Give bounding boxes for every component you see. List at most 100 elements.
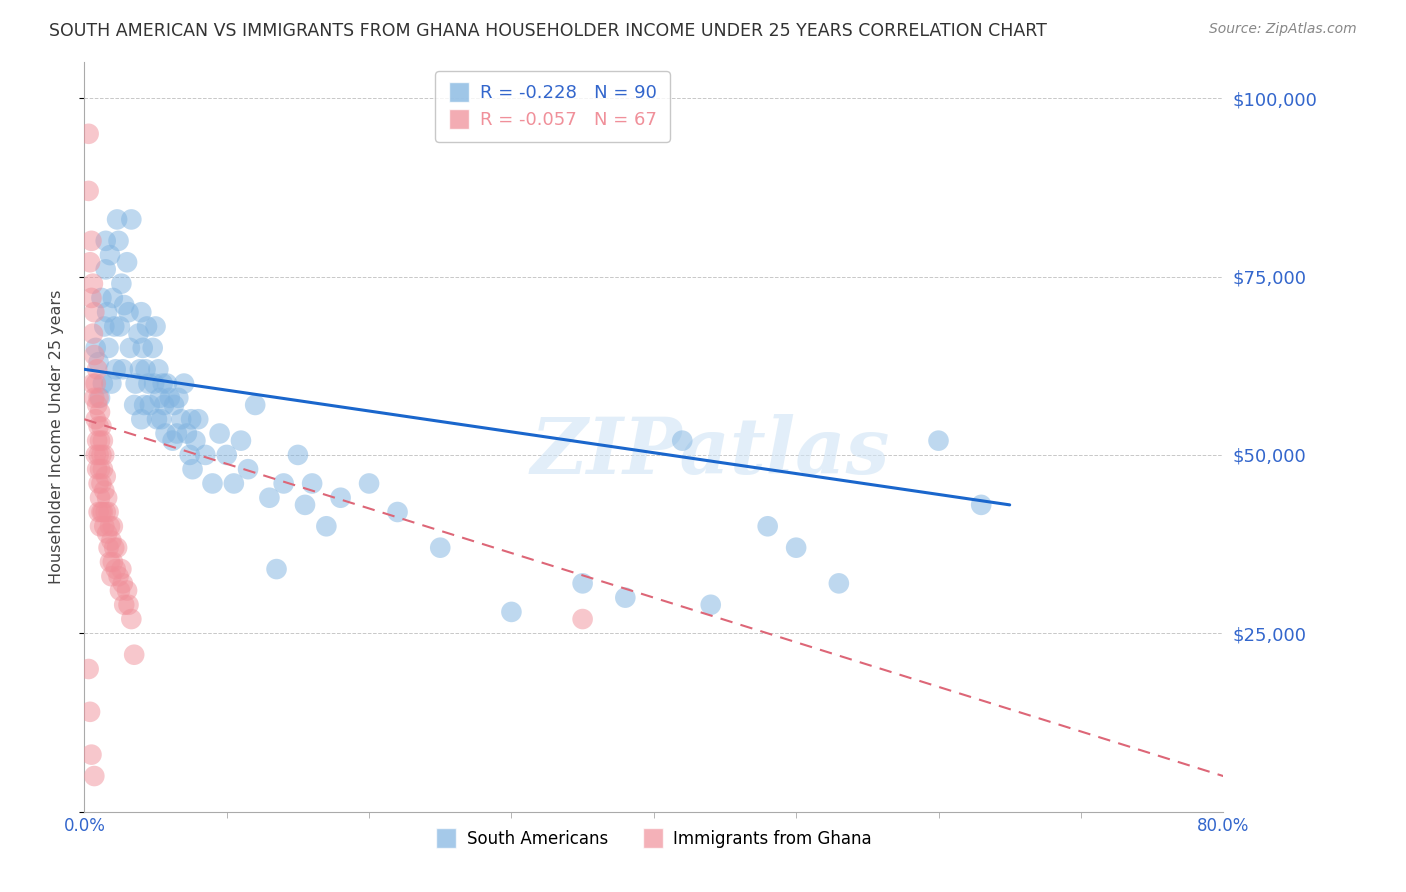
Point xyxy=(429,541,451,555)
Point xyxy=(93,519,115,533)
Point xyxy=(928,434,950,448)
Point xyxy=(120,212,142,227)
Point xyxy=(112,598,135,612)
Point xyxy=(82,277,104,291)
Point xyxy=(84,412,107,426)
Text: Source: ZipAtlas.com: Source: ZipAtlas.com xyxy=(1209,22,1357,37)
Legend: South Americans, Immigrants from Ghana: South Americans, Immigrants from Ghana xyxy=(427,822,880,855)
Point xyxy=(149,391,172,405)
Point xyxy=(91,434,114,448)
Point xyxy=(87,476,110,491)
Point xyxy=(115,583,138,598)
Point xyxy=(387,505,409,519)
Point xyxy=(132,341,155,355)
Point xyxy=(100,533,122,548)
Text: SOUTH AMERICAN VS IMMIGRANTS FROM GHANA HOUSEHOLDER INCOME UNDER 25 YEARS CORREL: SOUTH AMERICAN VS IMMIGRANTS FROM GHANA … xyxy=(49,22,1047,40)
Point xyxy=(107,569,129,583)
Point xyxy=(287,448,309,462)
Point xyxy=(93,448,115,462)
Point xyxy=(142,341,165,355)
Point xyxy=(163,398,186,412)
Point xyxy=(82,326,104,341)
Point xyxy=(83,348,105,362)
Point xyxy=(108,583,131,598)
Point xyxy=(87,505,110,519)
Point xyxy=(83,391,105,405)
Point xyxy=(671,434,693,448)
Point xyxy=(89,519,111,533)
Point xyxy=(100,569,122,583)
Point xyxy=(108,319,131,334)
Point xyxy=(571,612,593,626)
Point xyxy=(159,391,181,405)
Point xyxy=(101,519,124,533)
Point xyxy=(94,469,117,483)
Point xyxy=(236,462,259,476)
Point xyxy=(84,376,107,391)
Point xyxy=(87,448,110,462)
Point xyxy=(83,305,105,319)
Point xyxy=(89,462,111,476)
Point xyxy=(194,448,217,462)
Point xyxy=(266,562,288,576)
Point xyxy=(101,291,124,305)
Point xyxy=(86,434,108,448)
Text: ZIPatlas: ZIPatlas xyxy=(531,414,890,491)
Point xyxy=(139,398,162,412)
Point xyxy=(98,248,121,262)
Point xyxy=(105,541,128,555)
Point xyxy=(97,541,120,555)
Point xyxy=(571,576,593,591)
Point xyxy=(150,412,173,426)
Point xyxy=(94,505,117,519)
Point xyxy=(77,184,100,198)
Point xyxy=(128,362,150,376)
Point xyxy=(179,448,201,462)
Point xyxy=(143,376,166,391)
Point xyxy=(89,391,111,405)
Point xyxy=(208,426,231,441)
Point xyxy=(122,648,145,662)
Point xyxy=(187,412,209,426)
Point xyxy=(124,376,146,391)
Point xyxy=(96,526,118,541)
Point xyxy=(138,376,160,391)
Point xyxy=(91,376,114,391)
Point xyxy=(90,291,112,305)
Point xyxy=(756,519,779,533)
Point xyxy=(135,362,157,376)
Point xyxy=(245,398,267,412)
Point xyxy=(84,341,107,355)
Point xyxy=(614,591,637,605)
Point xyxy=(97,341,120,355)
Point xyxy=(301,476,323,491)
Point xyxy=(222,476,245,491)
Point xyxy=(91,505,114,519)
Point xyxy=(77,127,100,141)
Point xyxy=(117,305,139,319)
Point xyxy=(122,398,145,412)
Point xyxy=(100,376,122,391)
Point xyxy=(329,491,352,505)
Point xyxy=(162,434,184,448)
Point xyxy=(359,476,381,491)
Point xyxy=(90,505,112,519)
Point xyxy=(103,541,125,555)
Y-axis label: Householder Income Under 25 years: Householder Income Under 25 years xyxy=(49,290,63,584)
Point xyxy=(155,426,177,441)
Point xyxy=(82,376,104,391)
Point xyxy=(170,412,193,426)
Point xyxy=(80,234,103,248)
Point xyxy=(87,419,110,434)
Point xyxy=(104,562,127,576)
Point xyxy=(110,562,132,576)
Point xyxy=(90,419,112,434)
Point xyxy=(115,255,138,269)
Point xyxy=(181,462,204,476)
Point xyxy=(111,576,134,591)
Point xyxy=(148,362,170,376)
Point xyxy=(146,412,169,426)
Point xyxy=(229,434,252,448)
Point xyxy=(94,234,117,248)
Point xyxy=(103,319,125,334)
